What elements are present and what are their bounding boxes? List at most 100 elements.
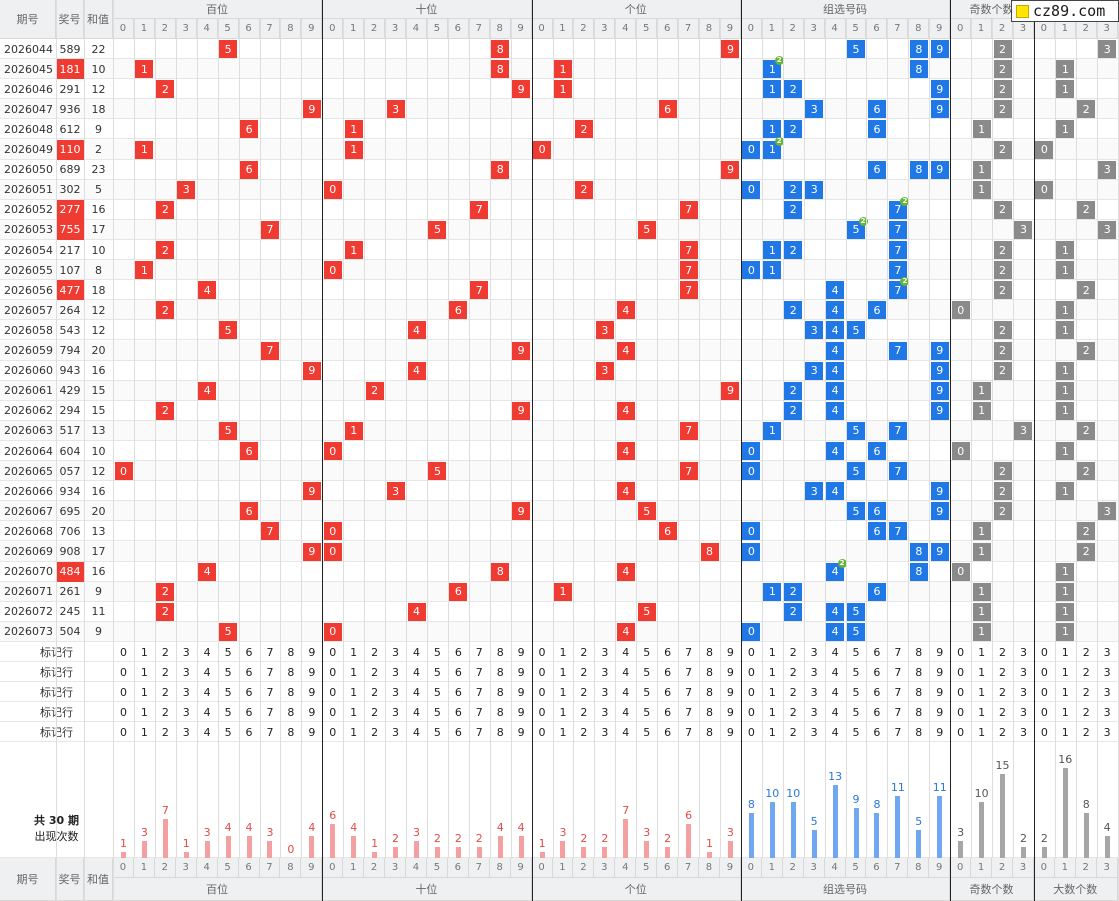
marker-digit[interactable]: 9: [726, 665, 734, 679]
marker-digit[interactable]: 7: [894, 705, 902, 719]
marker-digit[interactable]: 4: [203, 645, 211, 659]
marker-digit[interactable]: 5: [852, 685, 860, 699]
marker-digit[interactable]: 2: [371, 705, 379, 719]
marker-digit[interactable]: 8: [705, 645, 713, 659]
marker-digit[interactable]: 0: [957, 725, 965, 739]
marker-digit[interactable]: 6: [873, 685, 881, 699]
marker-digit[interactable]: 8: [915, 705, 923, 719]
marker-digit[interactable]: 9: [936, 705, 944, 719]
marker-digit[interactable]: 2: [789, 645, 797, 659]
marker-digit[interactable]: 2: [789, 665, 797, 679]
marker-digit[interactable]: 7: [894, 645, 902, 659]
marker-digit[interactable]: 0: [747, 685, 755, 699]
marker-digit[interactable]: 0: [538, 725, 546, 739]
marker-digit[interactable]: 0: [747, 725, 755, 739]
marker-digit[interactable]: 0: [957, 705, 965, 719]
marker-digit[interactable]: 4: [831, 665, 839, 679]
marker-digit[interactable]: 7: [685, 645, 693, 659]
marker-digit[interactable]: 5: [433, 665, 441, 679]
marker-digit[interactable]: 4: [412, 705, 420, 719]
marker-digit[interactable]: 5: [643, 705, 651, 719]
marker-digit[interactable]: 1: [559, 685, 567, 699]
marker-digit[interactable]: 8: [287, 665, 295, 679]
marker-digit[interactable]: 3: [601, 705, 609, 719]
marker-digit[interactable]: 9: [517, 645, 525, 659]
marker-digit[interactable]: 2: [580, 685, 588, 699]
marker-digit[interactable]: 7: [894, 665, 902, 679]
marker-digit[interactable]: 3: [1103, 665, 1111, 679]
marker-digit[interactable]: 1: [140, 725, 148, 739]
marker-digit[interactable]: 9: [517, 705, 525, 719]
marker-digit[interactable]: 3: [1019, 685, 1027, 699]
marker-digit[interactable]: 9: [308, 665, 316, 679]
marker-digit[interactable]: 3: [392, 665, 400, 679]
marker-digit[interactable]: 3: [601, 725, 609, 739]
marker-digit[interactable]: 9: [936, 665, 944, 679]
marker-digit[interactable]: 0: [1040, 645, 1048, 659]
marker-digit[interactable]: 1: [350, 685, 358, 699]
marker-digit[interactable]: 9: [726, 705, 734, 719]
marker-digit[interactable]: 8: [705, 725, 713, 739]
marker-digit[interactable]: 8: [705, 665, 713, 679]
marker-digit[interactable]: 8: [496, 685, 504, 699]
marker-digit[interactable]: 3: [810, 665, 818, 679]
marker-digit[interactable]: 2: [789, 705, 797, 719]
marker-digit[interactable]: 0: [538, 705, 546, 719]
marker-digit[interactable]: 4: [831, 725, 839, 739]
marker-digit[interactable]: 0: [1040, 665, 1048, 679]
marker-digit[interactable]: 3: [182, 645, 190, 659]
marker-digit[interactable]: 3: [1019, 665, 1027, 679]
marker-digit[interactable]: 2: [161, 725, 169, 739]
marker-digit[interactable]: 6: [454, 645, 462, 659]
marker-digit[interactable]: 2: [999, 725, 1006, 739]
marker-digit[interactable]: 9: [517, 685, 525, 699]
marker-digit[interactable]: 2: [580, 705, 588, 719]
marker-digit[interactable]: 3: [392, 645, 400, 659]
marker-digit[interactable]: 4: [203, 685, 211, 699]
marker-digit[interactable]: 3: [1019, 705, 1027, 719]
marker-digit[interactable]: 0: [119, 645, 127, 659]
marker-digit[interactable]: 4: [622, 665, 630, 679]
marker-digit[interactable]: 9: [308, 725, 316, 739]
marker-digit[interactable]: 3: [810, 725, 818, 739]
marker-digit[interactable]: 2: [999, 685, 1006, 699]
marker-digit[interactable]: 6: [664, 665, 672, 679]
marker-digit[interactable]: 1: [140, 685, 148, 699]
marker-digit[interactable]: 3: [810, 685, 818, 699]
marker-digit[interactable]: 2: [371, 725, 379, 739]
marker-digit[interactable]: 3: [392, 685, 400, 699]
marker-digit[interactable]: 3: [1103, 705, 1111, 719]
marker-digit[interactable]: 8: [705, 685, 713, 699]
marker-digit[interactable]: 6: [245, 685, 253, 699]
marker-digit[interactable]: 8: [287, 705, 295, 719]
marker-digit[interactable]: 1: [559, 705, 567, 719]
marker-digit[interactable]: 1: [768, 705, 776, 719]
marker-digit[interactable]: 9: [726, 725, 734, 739]
marker-digit[interactable]: 1: [350, 725, 358, 739]
marker-digit[interactable]: 1: [768, 685, 776, 699]
marker-digit[interactable]: 5: [643, 665, 651, 679]
marker-digit[interactable]: 5: [643, 725, 651, 739]
marker-digit[interactable]: 9: [936, 685, 944, 699]
marker-digit[interactable]: 7: [685, 725, 693, 739]
marker-digit[interactable]: 1: [140, 665, 148, 679]
marker-digit[interactable]: 1: [350, 665, 358, 679]
marker-digit[interactable]: 6: [454, 665, 462, 679]
marker-digit[interactable]: 1: [978, 725, 986, 739]
marker-digit[interactable]: 8: [287, 645, 295, 659]
marker-digit[interactable]: 9: [726, 685, 734, 699]
marker-digit[interactable]: 8: [496, 705, 504, 719]
marker-digit[interactable]: 1: [768, 645, 776, 659]
marker-digit[interactable]: 2: [161, 645, 169, 659]
marker-digit[interactable]: 8: [287, 725, 295, 739]
marker-digit[interactable]: 0: [538, 645, 546, 659]
marker-digit[interactable]: 0: [957, 685, 965, 699]
marker-digit[interactable]: 5: [852, 705, 860, 719]
marker-digit[interactable]: 7: [475, 725, 483, 739]
marker-digit[interactable]: 9: [308, 645, 316, 659]
marker-digit[interactable]: 6: [245, 725, 253, 739]
marker-digit[interactable]: 3: [1103, 645, 1111, 659]
marker-digit[interactable]: 3: [601, 685, 609, 699]
marker-digit[interactable]: 9: [936, 645, 944, 659]
marker-digit[interactable]: 1: [140, 645, 148, 659]
